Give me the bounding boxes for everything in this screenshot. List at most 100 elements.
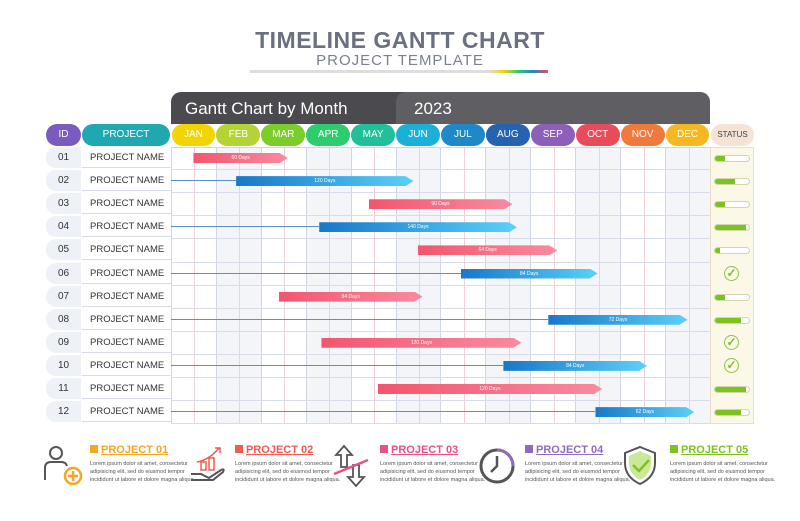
chart-header-title: Gantt Chart by Month (185, 99, 348, 118)
progress-bar (714, 293, 750, 301)
legend-swatch (90, 445, 98, 453)
gantt-bar[interactable]: 62 Days (595, 407, 694, 417)
progress-bar (714, 409, 750, 417)
row-id: 01 (46, 147, 81, 168)
legend-swatch (525, 445, 533, 453)
row-id: 03 (46, 193, 81, 215)
grid-row-line (171, 284, 710, 286)
legend-swatch (670, 445, 678, 453)
row-id: 07 (46, 285, 81, 307)
legend-title: PROJECT 05 (670, 444, 748, 456)
legend-swatch (380, 445, 388, 453)
table-row: 01 PROJECT NAME (46, 147, 754, 169)
grid-row-line (171, 169, 710, 171)
connector-line (171, 272, 461, 274)
month-nov: NOV (620, 124, 665, 146)
row-project-name: PROJECT NAME (82, 309, 171, 330)
row-id: 11 (46, 378, 81, 399)
gantt-bar[interactable]: 90 Days (369, 199, 513, 209)
row-id: 12 (46, 401, 81, 423)
connector-line (171, 226, 320, 228)
legend-title: PROJECT 03 (380, 444, 458, 456)
legend-title: PROJECT 01 (90, 444, 168, 456)
connector-line (171, 364, 504, 366)
legend-description: Lorem ipsum dolor sit amet, consectetur … (380, 461, 486, 483)
legend-title: PROJECT 02 (235, 444, 313, 456)
gantt-bar[interactable]: 120 Days (321, 338, 521, 348)
progress-bar (714, 201, 750, 209)
row-id: 09 (46, 331, 81, 353)
row-id: 06 (46, 262, 81, 284)
month-dec: DEC (665, 124, 710, 146)
table-row: 04 PROJECT NAME (46, 216, 754, 238)
gantt-bar[interactable]: 120 Days (378, 384, 603, 394)
title-underline (250, 70, 548, 73)
row-project-name: PROJECT NAME (82, 332, 171, 353)
check-icon: ✓ (724, 357, 739, 373)
grid-row-line (171, 330, 710, 332)
progress-bar (714, 247, 750, 255)
progress-bar (714, 316, 750, 324)
grid-row-line (171, 353, 710, 355)
table-row: 11 PROJECT NAME (46, 378, 754, 400)
shield-check-icon (622, 444, 666, 488)
legend-description: Lorem ipsum dolor sit amet, consectetur … (525, 461, 631, 483)
grid-row-line (171, 377, 710, 378)
gantt-bar[interactable]: 64 Days (418, 245, 557, 255)
table-row: 03 PROJECT NAME (46, 193, 754, 215)
table-row: 09 PROJECT NAME (46, 331, 754, 354)
grid-row-line (171, 307, 710, 309)
chart-header-year: 2023 (396, 92, 710, 124)
gantt-bar[interactable]: 84 Days (503, 361, 647, 371)
row-id: 08 (46, 308, 81, 330)
gantt-bar[interactable]: 72 Days (548, 315, 687, 325)
month-sep: SEP (530, 124, 575, 146)
legend-description: Lorem ipsum dolor sit amet, consectetur … (90, 461, 196, 483)
month-jan: JAN (171, 124, 216, 146)
gantt-bar[interactable]: 120 Days (236, 176, 413, 186)
column-id: ID (46, 124, 81, 146)
check-icon: ✓ (724, 265, 739, 281)
page-subtitle: PROJECT TEMPLATE (316, 52, 484, 69)
row-id: 10 (46, 354, 81, 376)
legend-title: PROJECT 04 (525, 444, 603, 456)
grid-row-line (171, 261, 710, 263)
table-row: 07 PROJECT NAME (46, 285, 754, 308)
month-apr: APR (306, 124, 351, 146)
legend-description: Lorem ipsum dolor sit amet, consectetur … (235, 461, 341, 483)
row-project-name: PROJECT NAME (82, 263, 171, 284)
column-status: STATUS (711, 124, 754, 146)
month-jun: JUN (396, 124, 440, 146)
grid-row-line (171, 400, 710, 402)
legend-title-text: PROJECT 05 (681, 444, 749, 456)
table-row: 10 PROJECT NAME (46, 354, 754, 377)
month-oct: OCT (575, 124, 620, 146)
table-row: 02 PROJECT NAME (46, 170, 754, 192)
row-project-name: PROJECT NAME (82, 170, 171, 192)
table-row: 12 PROJECT NAME (46, 401, 754, 423)
gantt-bar[interactable]: 84 Days (461, 269, 598, 279)
table-row: 06 PROJECT NAME (46, 262, 754, 285)
gantt-bar[interactable]: 60 Days (193, 153, 287, 163)
row-project-name: PROJECT NAME (82, 193, 171, 215)
progress-bar (714, 178, 750, 186)
legend-title-text: PROJECT 03 (391, 444, 459, 456)
row-project-name: PROJECT NAME (82, 286, 171, 307)
grid-row-line (171, 238, 710, 240)
legend-title-text: PROJECT 01 (101, 444, 169, 456)
row-id: 05 (46, 239, 81, 261)
grid-row-line (171, 423, 710, 425)
row-project-name: PROJECT NAME (82, 216, 171, 238)
month-jul: JUL (441, 124, 485, 146)
gantt-bar[interactable]: 140 Days (319, 222, 517, 232)
chart-header: Gantt Chart by Month 2023 (171, 92, 710, 124)
connector-line (171, 318, 549, 320)
page-title: TIMELINE GANTT CHART (255, 27, 545, 53)
grid-row-line (171, 215, 710, 217)
month-mar: MAR (261, 124, 306, 146)
connector-line (171, 411, 596, 413)
row-project-name: PROJECT NAME (82, 355, 171, 376)
gantt-bar[interactable]: 94 Days (279, 292, 423, 302)
growth-hand-icon (187, 444, 231, 488)
row-project-name: PROJECT NAME (82, 378, 171, 399)
